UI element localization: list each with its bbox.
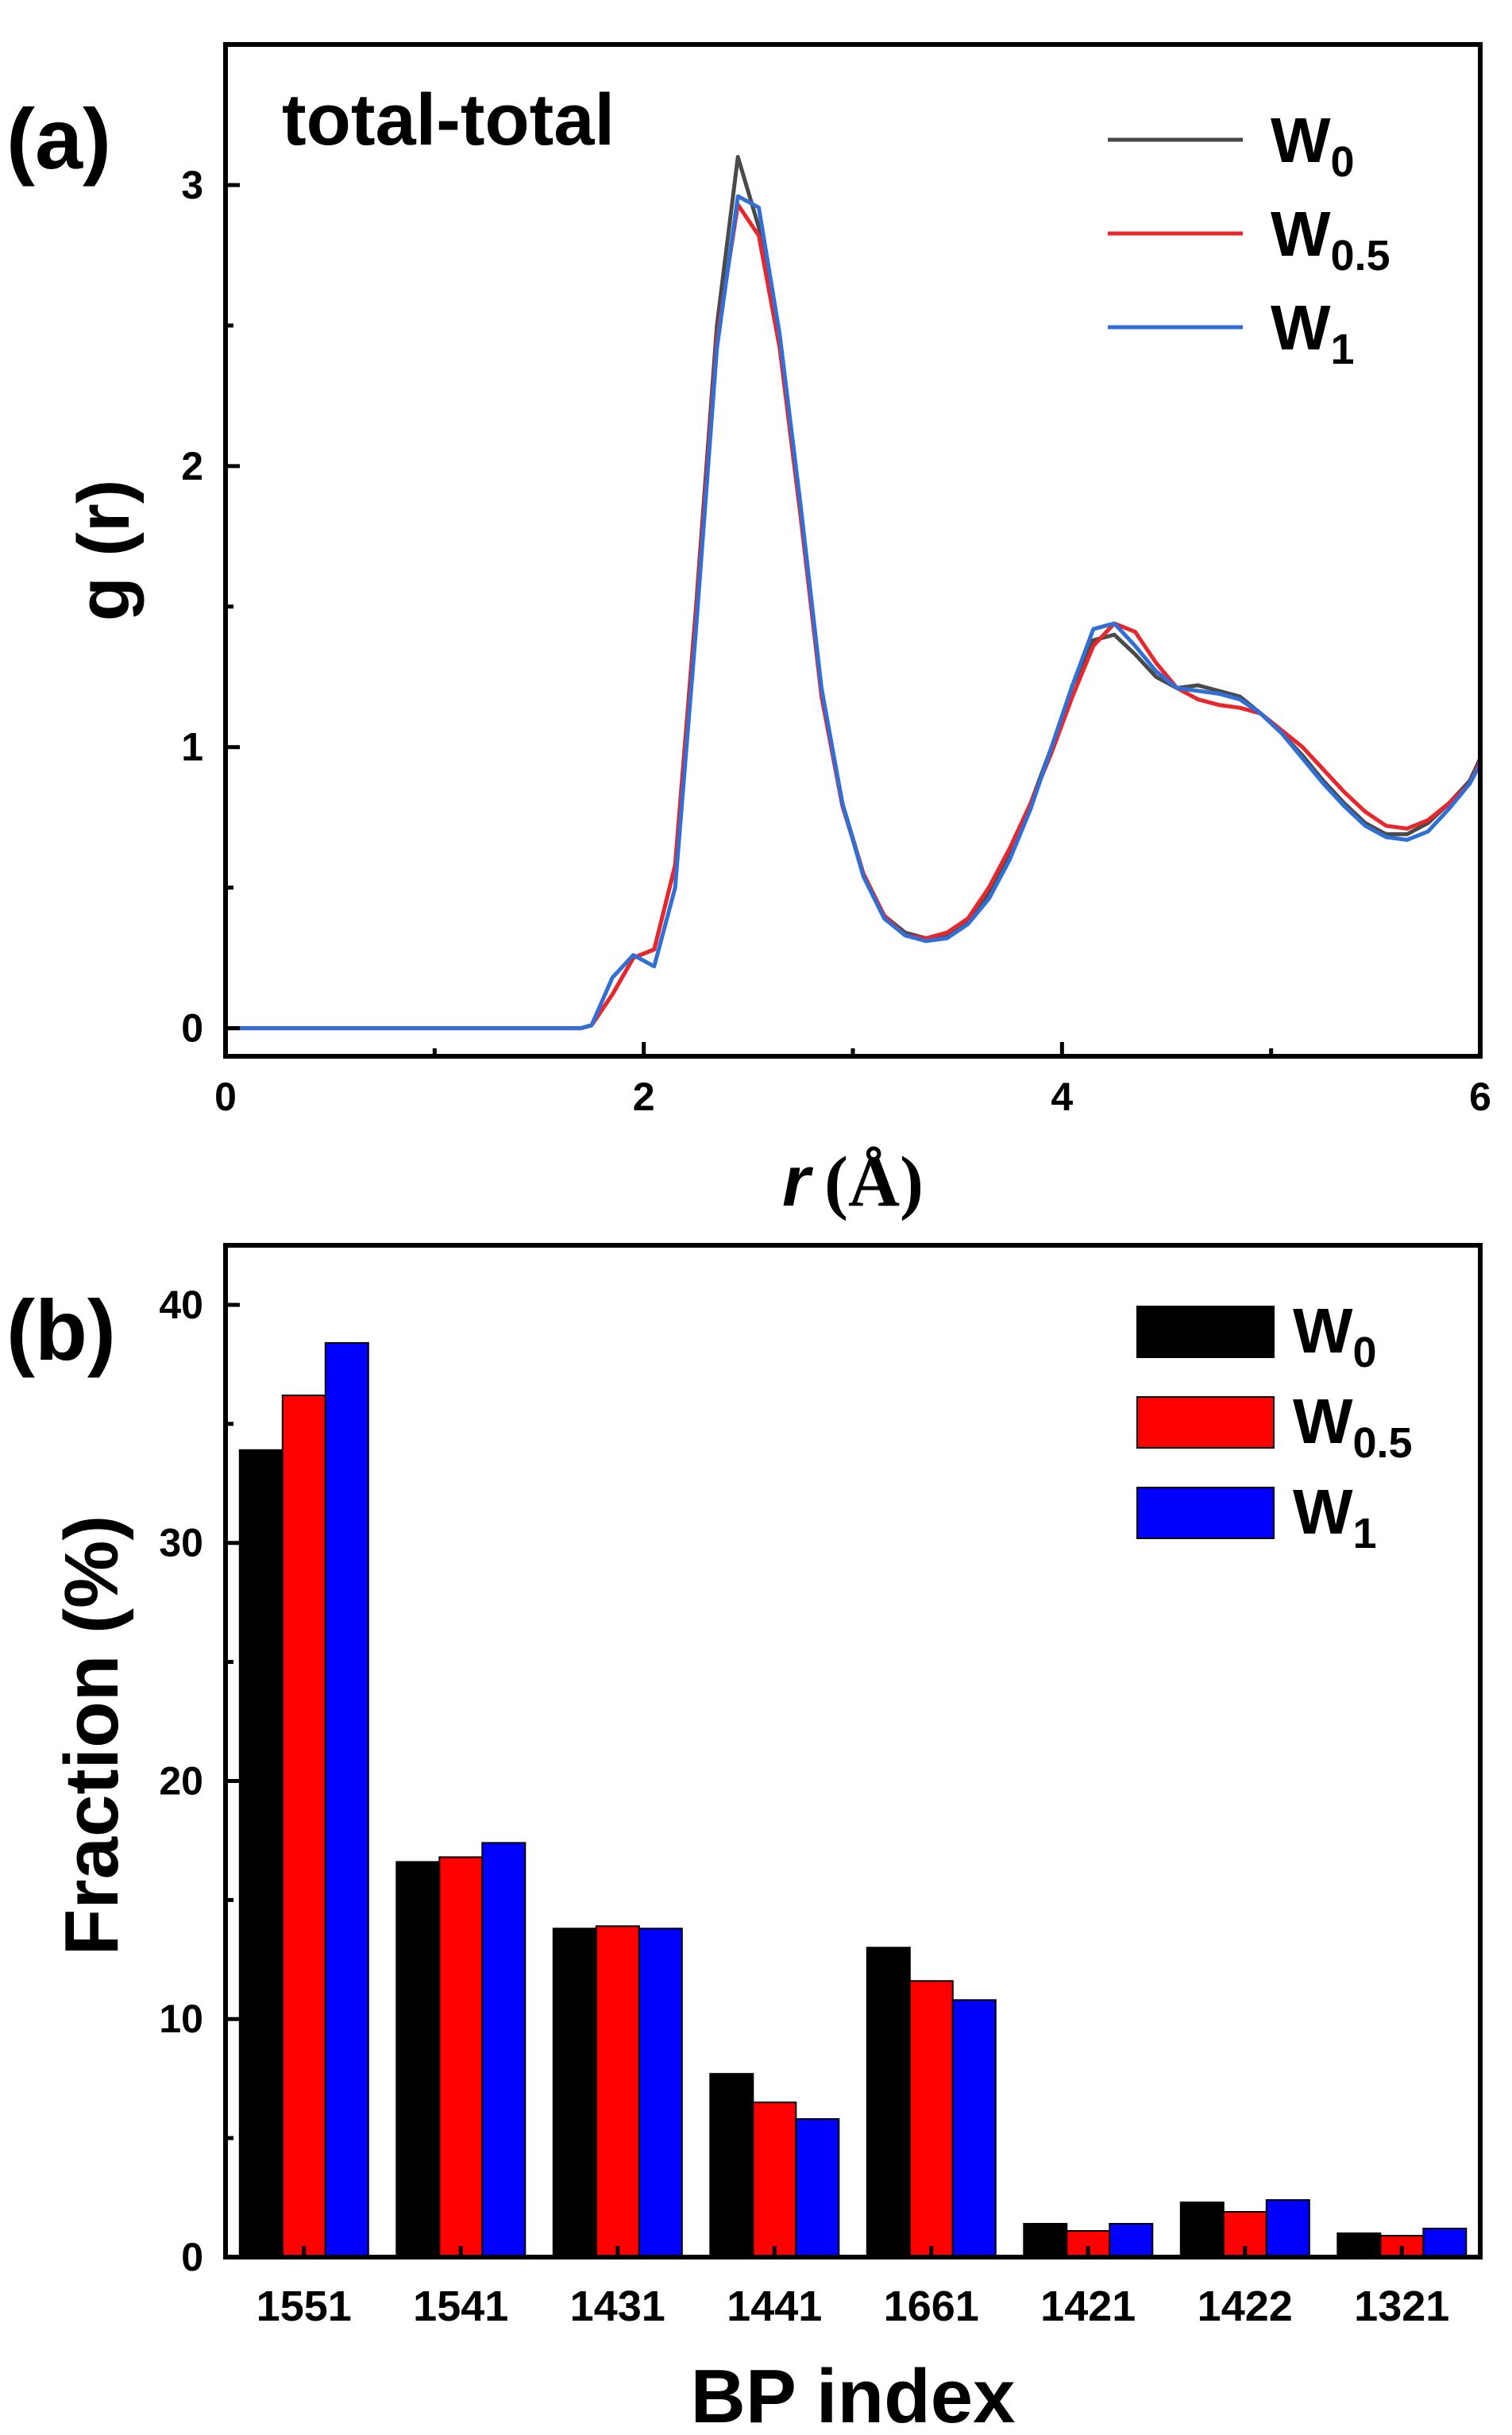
legend-label-main: W xyxy=(1271,199,1331,269)
y-tick-label: 30 xyxy=(159,1521,203,1565)
legend-label-subscript: 0 xyxy=(1353,1329,1377,1376)
bar-1431-w1 xyxy=(638,1928,683,2259)
bar-1541-w0 xyxy=(395,1861,441,2258)
bar-1441-w1 xyxy=(795,2118,840,2259)
panel-a-plot-frame xyxy=(223,42,1483,1059)
legend-label-main: W xyxy=(1271,105,1331,176)
bar-1422-w1 xyxy=(1265,2199,1310,2259)
panel-b-bar-chart: (b) 1551 1541 1431 1441 1661 1421 1422 13210102… xyxy=(6,1243,1483,2435)
panel-b-y-axis-label: Fraction (%) xyxy=(49,1515,134,1956)
legend-label-main: W xyxy=(1271,292,1331,363)
x-tick-label-1441: 1441 xyxy=(727,2283,822,2330)
panel-b-x-axis-label: BP index xyxy=(690,2354,1015,2435)
legend-label-w1: W1 xyxy=(1271,292,1355,373)
bar-1551-w0-5 xyxy=(281,1394,326,2258)
panel-a-series-group xyxy=(226,155,1483,1031)
panel-a-x-axis-label: r (Å) xyxy=(782,1142,924,1221)
legend-label-main: W xyxy=(1293,1476,1353,1547)
y-tick-label: 40 xyxy=(159,1283,203,1327)
legend-swatch-w0 xyxy=(1136,1306,1275,1358)
panel-b-bars-group xyxy=(238,1341,1468,2259)
panel-a-title: total-total xyxy=(282,79,615,160)
x-tick-label-1431: 1431 xyxy=(570,2283,665,2330)
legend-label-w0: W0 xyxy=(1293,1295,1377,1376)
legend-swatch-w0-5 xyxy=(1136,1396,1275,1449)
x-tick-label: 0 xyxy=(214,1075,237,1119)
bar-1321-w1 xyxy=(1422,2228,1468,2258)
bar-1422-w0 xyxy=(1179,2202,1225,2259)
y-tick-label: 3 xyxy=(181,163,203,207)
y-tick-label: 1 xyxy=(181,725,203,770)
x-tick-label: 2 xyxy=(633,1075,655,1119)
x-tick-label-1321: 1321 xyxy=(1354,2283,1449,2330)
bar-1551-w0 xyxy=(238,1449,284,2259)
bar-1421-w1 xyxy=(1109,2223,1154,2258)
x-tick-label-1661: 1661 xyxy=(884,2283,979,2330)
bar-1431-w0-5 xyxy=(595,1925,640,2259)
y-tick-label: 10 xyxy=(159,1997,203,2041)
x-tick-label-1541: 1541 xyxy=(413,2283,508,2330)
x-tick-label-1551: 1551 xyxy=(256,2283,352,2330)
panel-a-x-axis-variable: r xyxy=(782,1142,814,1221)
bar-1541-w0-5 xyxy=(438,1856,484,2258)
panel-a-y-axis-label: g (r) xyxy=(64,480,145,622)
legend-label-w0-5: W0.5 xyxy=(1271,199,1390,280)
bar-1661-w0 xyxy=(866,1947,911,2259)
legend-swatch-w1 xyxy=(1136,1487,1275,1539)
panel-b-plot-frame xyxy=(223,1243,1483,2259)
legend-label-main: W xyxy=(1293,1295,1353,1366)
legend-label-subscript: 0 xyxy=(1331,138,1355,186)
legend-label-subscript: 1 xyxy=(1331,326,1355,373)
x-tick-label: 6 xyxy=(1469,1075,1491,1119)
y-tick-label: 2 xyxy=(181,444,203,488)
legend-label-main: W xyxy=(1293,1386,1353,1457)
panel-b-ticks: 1551 1541 1431 1441 1661 1421 1422 132101020304… xyxy=(159,1283,1449,2330)
y-tick-label: 0 xyxy=(181,2235,203,2279)
x-tick-label: 4 xyxy=(1051,1075,1073,1119)
legend-label-w0-5: W0.5 xyxy=(1293,1386,1413,1467)
bar-1661-w0-5 xyxy=(908,1980,954,2259)
bar-1661-w1 xyxy=(951,1999,997,2259)
legend-label-w1: W1 xyxy=(1293,1476,1377,1557)
bar-1551-w1 xyxy=(324,1341,369,2258)
bar-1441-w0-5 xyxy=(752,2101,797,2258)
x-tick-label-1421: 1421 xyxy=(1040,2283,1136,2330)
bar-1321-w0 xyxy=(1336,2232,1382,2258)
legend-label-subscript: 0.5 xyxy=(1353,1419,1413,1467)
x-tick-label-1422: 1422 xyxy=(1198,2283,1293,2330)
series-line-w0 xyxy=(226,155,1483,1031)
panel-a-ticks: 0 2 4 6 0 1 2 3 xyxy=(181,163,1491,1119)
legend-label-w0: W0 xyxy=(1271,105,1355,186)
series-line-w1 xyxy=(226,194,1483,1031)
legend-label-subscript: 0.5 xyxy=(1331,232,1390,280)
bar-1441-w0 xyxy=(709,2073,754,2258)
legend-label-subscript: 1 xyxy=(1353,1510,1377,1557)
bar-1541-w1 xyxy=(481,1842,526,2258)
panel-a-label: (a) xyxy=(6,91,111,187)
y-tick-label: 0 xyxy=(181,1006,203,1051)
panel-a-x-axis-unit: (Å) xyxy=(824,1143,924,1221)
y-tick-label: 20 xyxy=(159,1758,203,1803)
panel-b-label: (b) xyxy=(6,1282,116,1378)
bar-1431-w0 xyxy=(552,1928,597,2259)
bar-1421-w0 xyxy=(1023,2223,1068,2258)
